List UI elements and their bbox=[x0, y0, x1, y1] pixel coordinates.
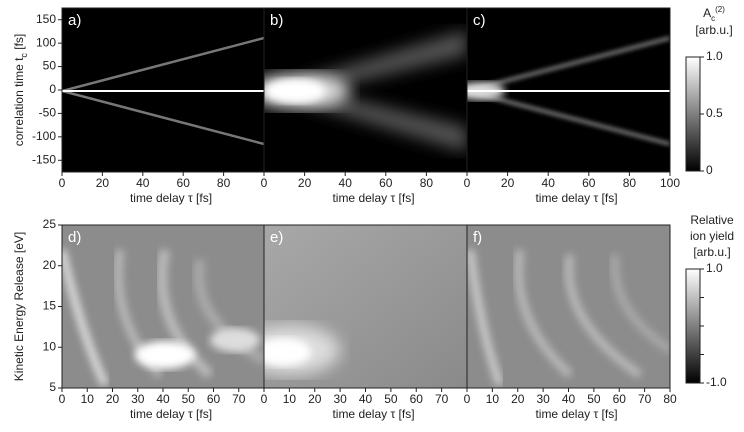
heatmap-image bbox=[467, 8, 670, 172]
x-axis-label: time delay τ [fs] bbox=[130, 407, 212, 421]
colorbar-tick-label: 1.0 bbox=[706, 261, 723, 275]
panel-label: f) bbox=[473, 229, 482, 246]
x-tick-label: 60 bbox=[613, 392, 627, 406]
x-tick-label: 20 bbox=[511, 392, 525, 406]
y-tick-label: 10 bbox=[43, 339, 57, 353]
x-tick-label: 40 bbox=[136, 176, 150, 190]
y-tick-label: -50 bbox=[39, 106, 57, 120]
x-tick-label: 10 bbox=[486, 392, 500, 406]
y-tick-label: 25 bbox=[43, 217, 57, 231]
x-tick-label: 0 bbox=[261, 392, 268, 406]
x-tick-label: 20 bbox=[106, 392, 120, 406]
colorbar-title: Ac(2) bbox=[703, 5, 725, 23]
x-tick-label: 0 bbox=[59, 176, 66, 190]
colorbar-title-part: A bbox=[703, 6, 711, 20]
heatmap-image bbox=[62, 8, 264, 172]
x-tick-label: 0 bbox=[59, 392, 66, 406]
colorbar-tick-label: 0.5 bbox=[706, 106, 723, 120]
heatmap-image bbox=[264, 8, 467, 172]
colorbar-tick-label: 1.0 bbox=[706, 49, 723, 63]
x-tick-label: 80 bbox=[663, 392, 677, 406]
panel-label: e) bbox=[270, 229, 283, 246]
x-tick-label: 40 bbox=[156, 392, 170, 406]
panel-label: c) bbox=[473, 12, 486, 29]
x-tick-label: 30 bbox=[131, 392, 145, 406]
x-tick-label: 0 bbox=[261, 176, 268, 190]
x-tick-label: 20 bbox=[501, 176, 515, 190]
x-tick-label: 60 bbox=[582, 176, 596, 190]
y-axis-label-part: [fs] bbox=[12, 34, 26, 53]
x-tick-label: 40 bbox=[562, 392, 576, 406]
y-tick-label: 100 bbox=[36, 35, 56, 49]
heatmap-image bbox=[62, 225, 264, 388]
x-tick-label: 60 bbox=[379, 176, 393, 190]
x-tick-label: 60 bbox=[207, 392, 221, 406]
y-axis-label-part: Kinetic Energy Release [eV] bbox=[12, 232, 26, 381]
colorbar-tick-label: 0 bbox=[706, 163, 713, 177]
heatmap-image bbox=[467, 225, 670, 388]
x-tick-label: 30 bbox=[333, 392, 347, 406]
x-tick-label: 30 bbox=[536, 392, 550, 406]
x-tick-label: 100 bbox=[660, 176, 680, 190]
x-tick-label: 0 bbox=[464, 392, 471, 406]
y-axis-label-part: correlation time t bbox=[12, 57, 26, 146]
colorbar-units: [arb.u.] bbox=[695, 23, 732, 37]
colorbar bbox=[685, 56, 701, 172]
x-tick-label: 80 bbox=[217, 176, 231, 190]
x-tick-label: 50 bbox=[587, 392, 601, 406]
colorbar bbox=[685, 268, 701, 384]
x-tick-label: 20 bbox=[308, 392, 322, 406]
x-axis-label: time delay τ [fs] bbox=[130, 191, 212, 205]
plot-frame bbox=[466, 7, 671, 173]
heatmap-image bbox=[264, 225, 467, 388]
y-axis-label: correlation time tc [fs] bbox=[12, 34, 29, 147]
panel-label: b) bbox=[270, 12, 283, 29]
colorbar-title-part: (2) bbox=[715, 5, 725, 14]
x-tick-label: 40 bbox=[542, 176, 556, 190]
x-tick-label: 10 bbox=[81, 392, 95, 406]
x-tick-label: 60 bbox=[177, 176, 191, 190]
y-axis-label-part: c bbox=[19, 53, 29, 58]
x-tick-label: 60 bbox=[410, 392, 424, 406]
x-tick-label: 70 bbox=[435, 392, 449, 406]
x-tick-label: 40 bbox=[359, 392, 373, 406]
x-axis-label: time delay τ [fs] bbox=[535, 191, 617, 205]
x-axis-label: time delay τ [fs] bbox=[535, 407, 617, 421]
y-axis-label: Kinetic Energy Release [eV] bbox=[12, 232, 26, 381]
y-tick-label: 20 bbox=[43, 258, 57, 272]
y-tick-label: -150 bbox=[32, 152, 56, 166]
x-tick-label: 50 bbox=[182, 392, 196, 406]
x-tick-label: 80 bbox=[420, 176, 434, 190]
x-tick-label: 50 bbox=[384, 392, 398, 406]
x-tick-label: 40 bbox=[339, 176, 353, 190]
y-tick-label: 150 bbox=[36, 12, 56, 26]
y-tick-label: 0 bbox=[49, 82, 56, 96]
colorbar-units: [arb.u.] bbox=[693, 245, 730, 259]
y-tick-label: 5 bbox=[49, 380, 56, 394]
x-tick-label: 70 bbox=[232, 392, 246, 406]
x-axis-label: time delay τ [fs] bbox=[332, 191, 414, 205]
x-axis-label: time delay τ [fs] bbox=[332, 407, 414, 421]
colorbar-title-part: c bbox=[711, 14, 715, 23]
colorbar-title: Relative bbox=[690, 213, 734, 227]
panel-label: d) bbox=[68, 229, 81, 246]
x-tick-label: 20 bbox=[298, 176, 312, 190]
x-tick-label: 10 bbox=[283, 392, 297, 406]
x-tick-label: 70 bbox=[638, 392, 652, 406]
panel-label: a) bbox=[68, 12, 81, 29]
colorbar-tick-label: -1.0 bbox=[706, 375, 727, 389]
x-tick-label: 80 bbox=[623, 176, 637, 190]
colorbar-title: ion yield bbox=[690, 229, 734, 243]
x-tick-label: 0 bbox=[464, 176, 471, 190]
y-tick-label: 50 bbox=[43, 59, 57, 73]
y-tick-label: 15 bbox=[43, 299, 57, 313]
x-tick-label: 20 bbox=[96, 176, 110, 190]
y-tick-label: -100 bbox=[32, 129, 56, 143]
